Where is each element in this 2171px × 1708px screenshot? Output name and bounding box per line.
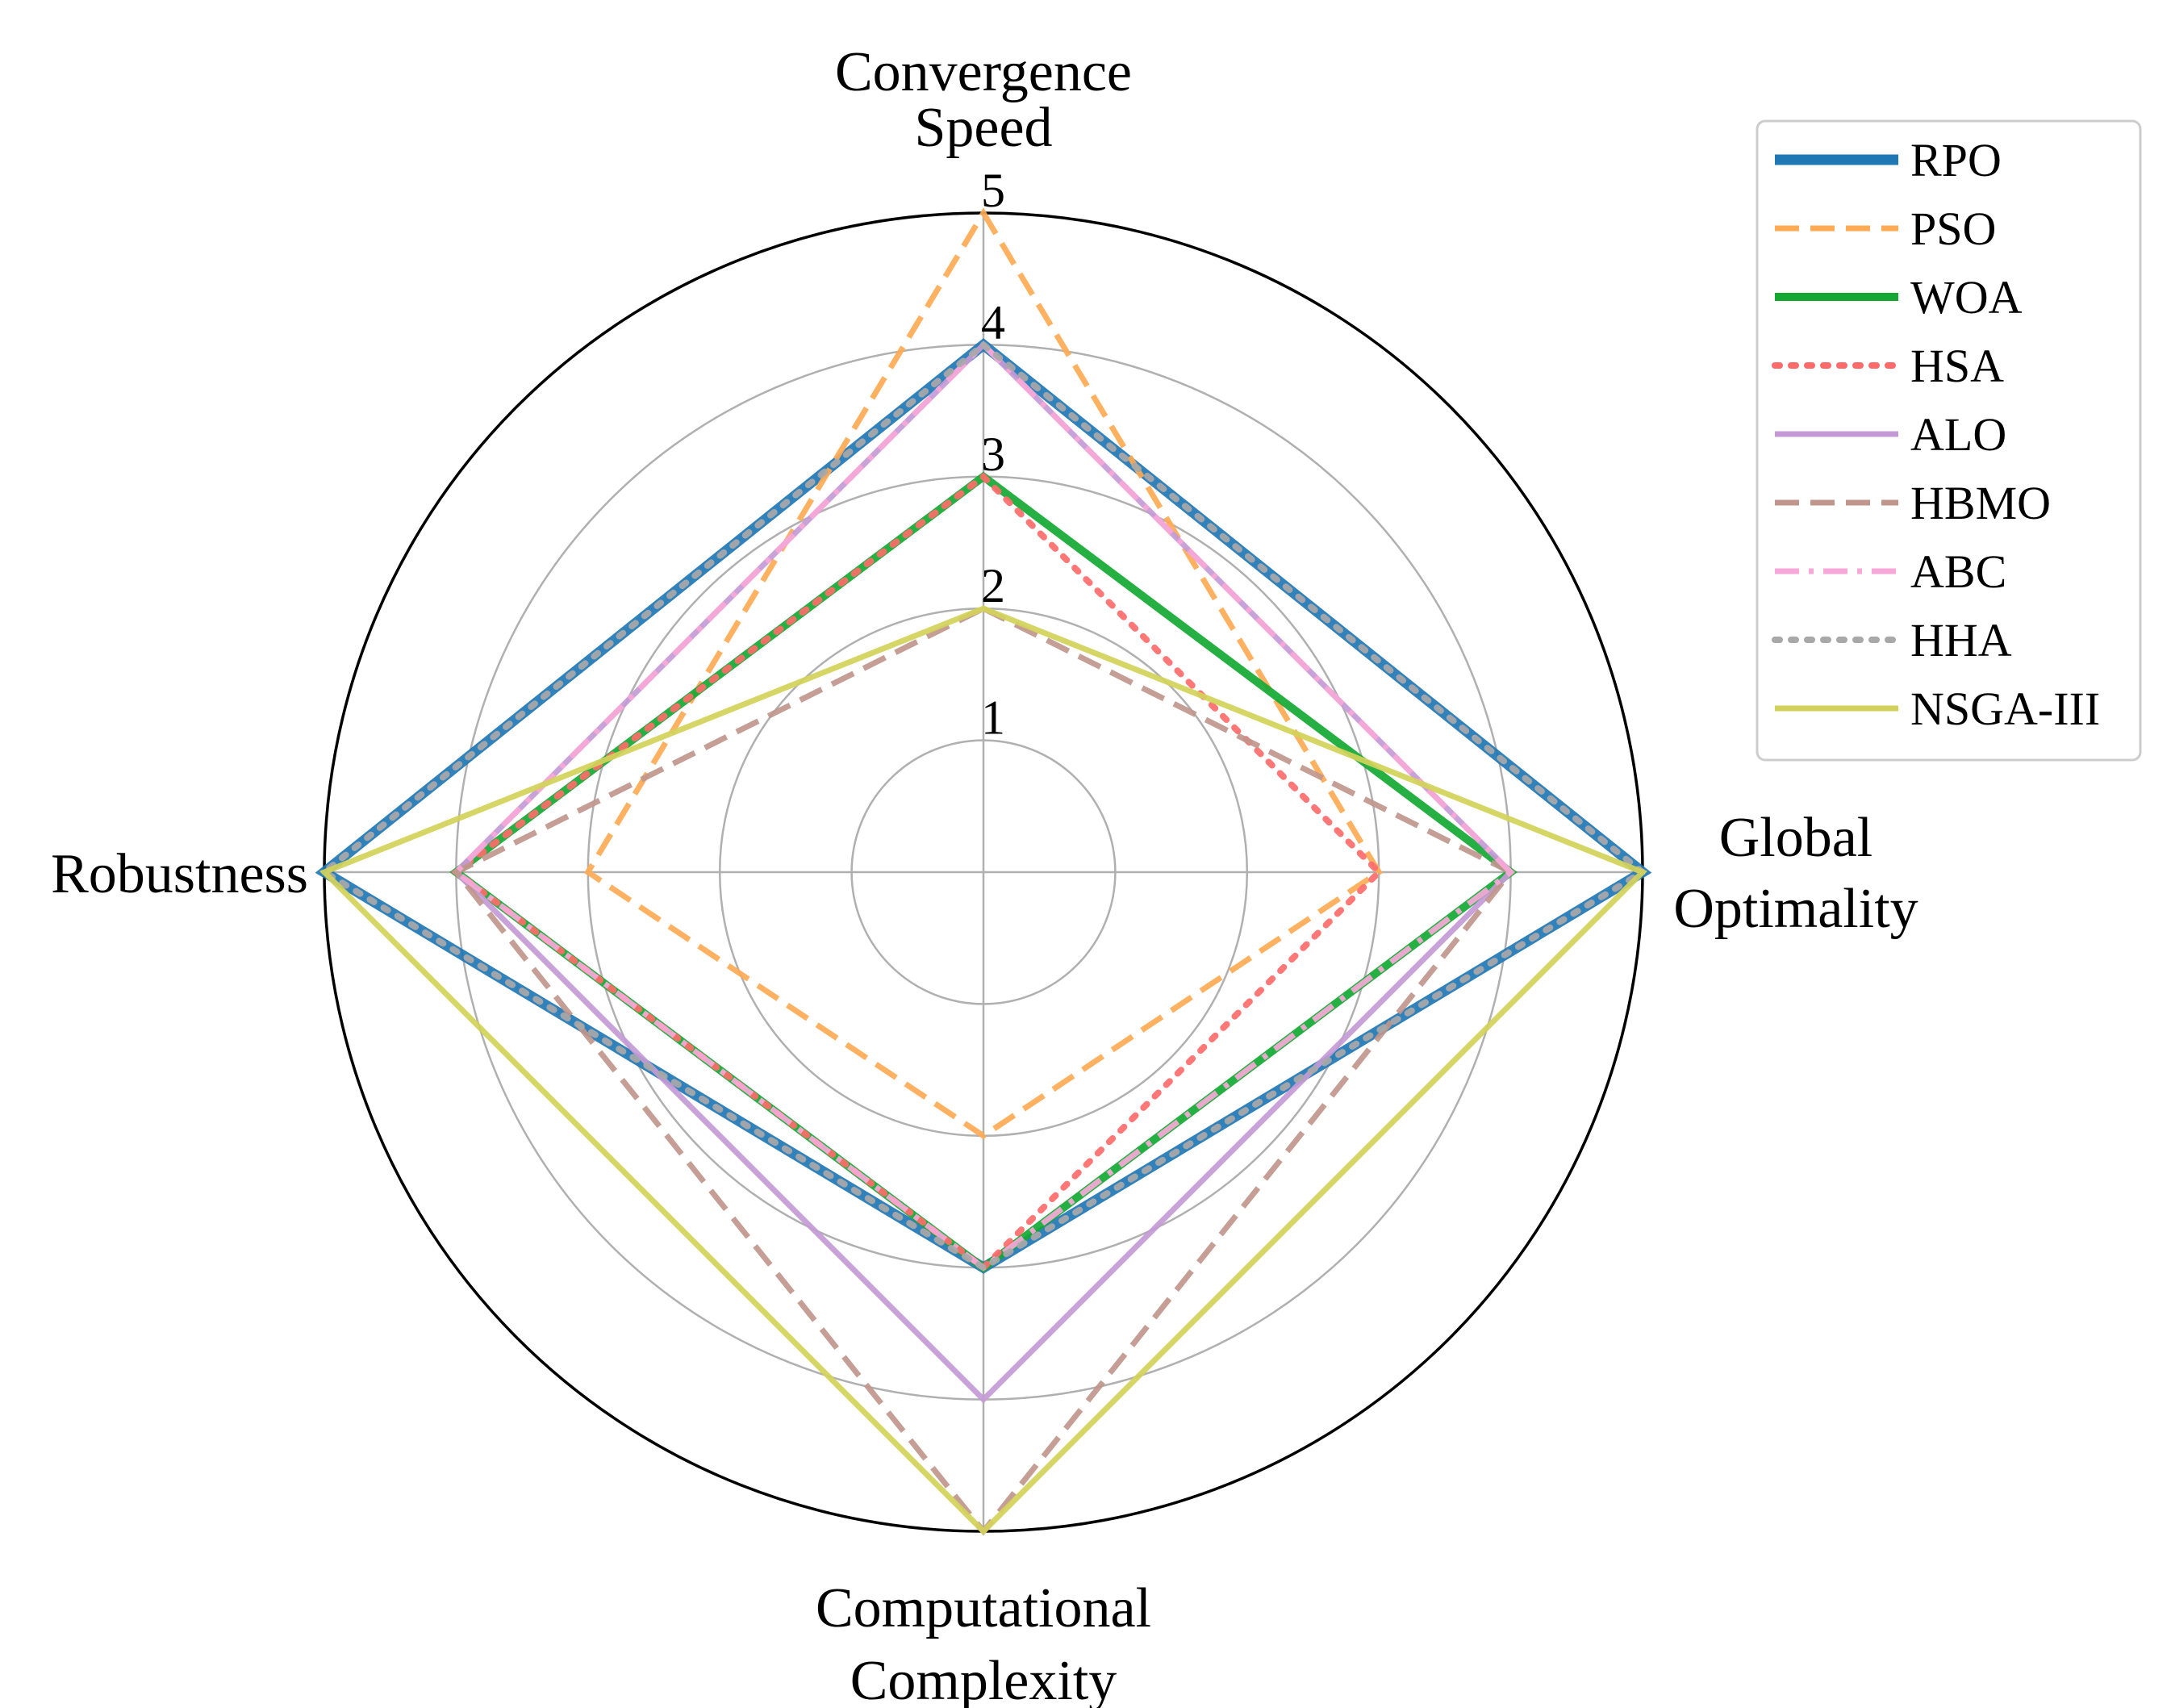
legend-label-hbmo: HBMO [1910, 477, 2051, 529]
legend-label-hsa: HSA [1910, 340, 2004, 392]
legend-label-hha: HHA [1910, 614, 2012, 666]
axis-label: Robustness [51, 843, 308, 905]
axis-label: Convergence [835, 41, 1132, 103]
legend-label-nsga-iii: NSGA-III [1910, 683, 2100, 735]
legend: RPO PSO WOA HSA ALO HBMO ABC HHA NSGA-III [1756, 119, 2142, 762]
r-tick-label: 2 [981, 559, 1005, 612]
axis-label: Speed [914, 97, 1052, 159]
legend-label-woa: WOA [1910, 271, 2023, 324]
r-tick-label: 1 [981, 691, 1005, 745]
r-tick-label: 3 [981, 428, 1005, 481]
legend-label-alo: ALO [1910, 408, 2006, 461]
series-nsga-iii-line [319, 605, 1648, 1535]
r-tick-label: 5 [981, 164, 1005, 217]
grid-layer [323, 211, 1644, 1533]
axis-label: Computational [816, 1577, 1151, 1639]
legend-label-rpo: RPO [1910, 134, 2002, 186]
axis-label: Global [1719, 807, 1873, 869]
series-layer [315, 207, 1652, 1536]
axis-label: Optimality [1673, 878, 1918, 940]
series-pso-line [584, 207, 1383, 1140]
legend-box [1756, 119, 2142, 762]
series-hha-line [319, 340, 1648, 1272]
r-tick-label: 4 [981, 295, 1005, 349]
axis-label: Complexity [850, 1650, 1117, 1708]
legend-label-abc: ABC [1910, 545, 2006, 598]
legend-label-pso: PSO [1910, 203, 1996, 255]
